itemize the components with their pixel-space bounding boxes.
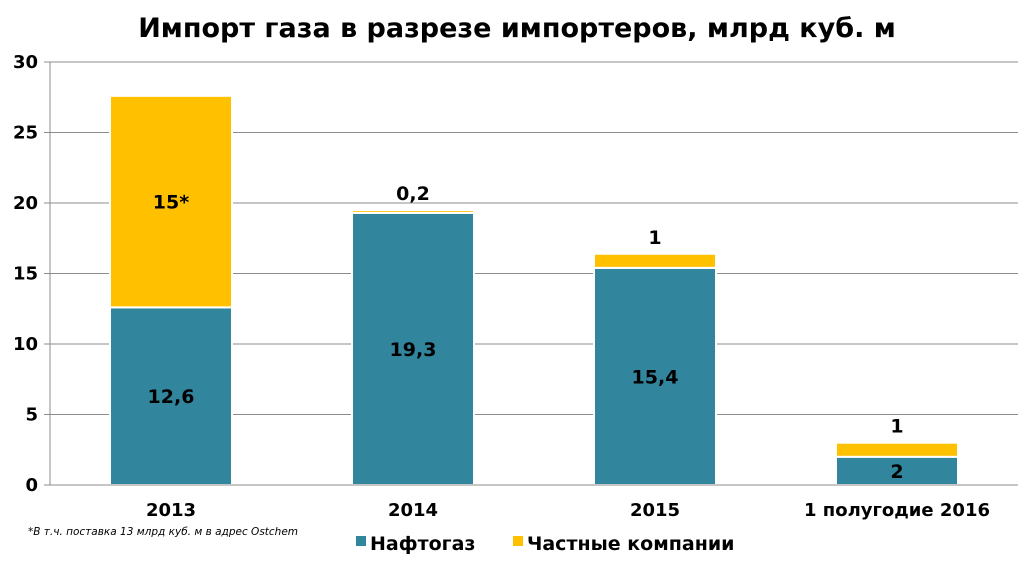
legend-label: Частные компании [527,533,734,555]
y-tick-label: 5 [25,405,38,426]
data-labels: 12,6 15* 19,3 0,2 15,4 1 2 1 [148,183,904,483]
bar-segment-private-1 [351,209,475,214]
x-category-label: 2013 [146,500,196,521]
data-label: 2 [890,461,903,483]
bar-segment-private-0 [109,94,233,309]
chart-title: Импорт газа в разрезе импортеров, млрд к… [138,13,896,44]
y-tick-label: 25 [13,123,38,144]
data-label: 1 [890,416,903,438]
x-category-label: 2014 [388,500,438,521]
y-tick-label: 15 [13,264,38,285]
footnote: *В т.ч. поставка 13 млрд куб. м в адрес … [28,526,298,538]
legend: Нафтогаз Частные компании [356,533,734,555]
y-tick-label: 30 [13,52,38,73]
bars [50,94,1018,486]
y-tick-label: 10 [13,334,38,355]
bar-segment-private-3 [835,441,959,458]
legend-swatch [356,536,366,546]
data-label: 1 [648,227,661,249]
x-category-label: 1 полугодие 2016 [804,500,990,521]
y-tick-label: 0 [25,475,38,496]
legend-swatch [513,536,523,546]
legend-label: Нафтогаз [370,533,475,555]
data-label: 15,4 [632,366,679,388]
bar-segment-naftogaz-2 [593,266,717,486]
data-label: 19,3 [390,339,437,361]
data-label: 15* [153,192,189,214]
x-category-label: 2015 [630,500,680,521]
y-tick-label: 20 [13,193,38,214]
data-label: 0,2 [396,183,430,205]
bar-segment-private-2 [593,252,717,269]
axes: 0 5 10 15 20 25 30 2013 2014 2015 1 полугодие 2016 [13,52,990,521]
data-label: 12,6 [148,386,195,408]
